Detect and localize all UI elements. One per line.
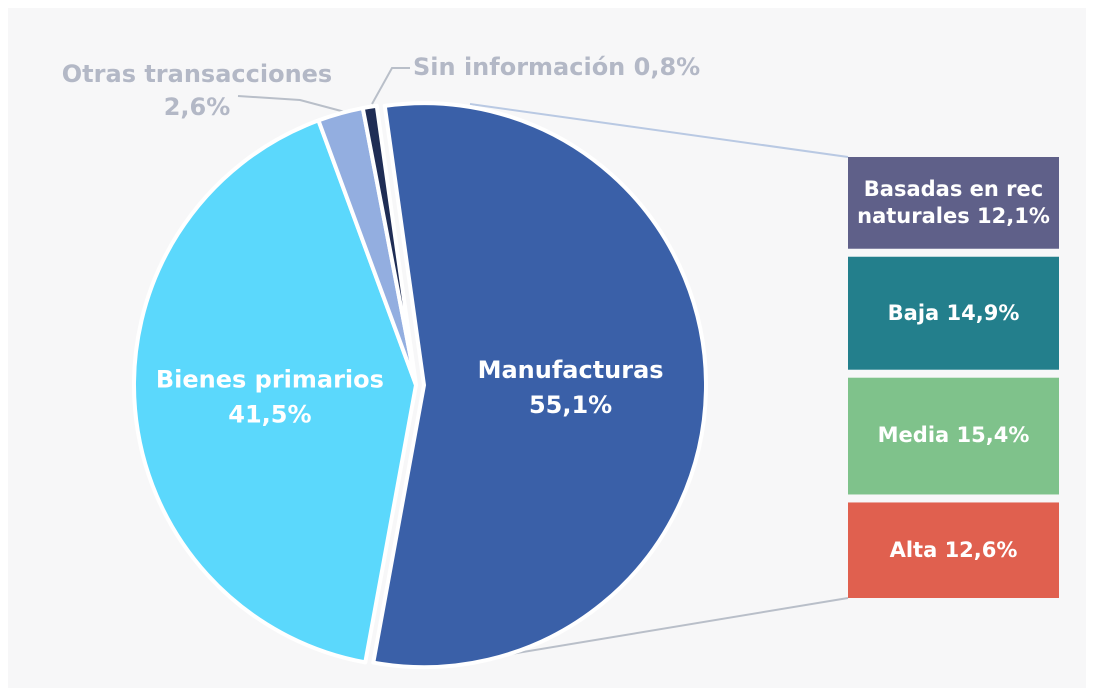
bar-value: 12,1% <box>977 203 1050 228</box>
slice-value: 2,6% <box>164 93 231 121</box>
bar-segment <box>848 502 1059 598</box>
slice-label: Otras transacciones <box>62 60 332 88</box>
bar-label-text: Media 15,4% <box>878 422 1030 449</box>
bar-label: Baja 14,9% <box>854 257 1053 370</box>
bar-value: 15,4% <box>956 423 1030 448</box>
bar-label-name: Basadas en rec naturales <box>857 176 1044 228</box>
slice-value: 41,5% <box>228 401 311 429</box>
bar-segment <box>848 157 1059 249</box>
bar-label-text: Alta 12,6% <box>890 537 1018 564</box>
pie-slice <box>132 118 418 665</box>
bar-label-name: Alta <box>889 537 938 562</box>
slice-label-name: Sin información <box>413 53 625 81</box>
pie-slice <box>371 101 708 670</box>
bar-label-name: Media <box>877 423 950 448</box>
slice-label: Bienes primarios <box>156 366 384 394</box>
slice-label: Sin información 0,8% <box>413 53 700 81</box>
bar-segment <box>848 377 1059 495</box>
bar-value: 12,6% <box>944 537 1018 562</box>
bar-value: 14,9% <box>946 300 1020 325</box>
bar-label-name: Baja <box>887 300 940 325</box>
slice-value: 55,1% <box>529 391 612 419</box>
bar-label: Media 15,4% <box>854 378 1053 495</box>
connector-line <box>469 103 849 158</box>
bar-label-text: Baja 14,9% <box>888 300 1020 327</box>
slice-value: 0,8% <box>634 53 701 81</box>
bar-label-box: Media 15,4% <box>854 378 1053 495</box>
bar-label-box: Baja 14,9% <box>854 257 1053 370</box>
bar-label-box: Basadas en rec naturales 12,1% <box>854 157 1053 249</box>
bar-label-text: Basadas en rec naturales 12,1% <box>854 176 1053 231</box>
bar-label: Alta 12,6% <box>854 502 1053 598</box>
pie-slice <box>360 103 418 387</box>
connector-line <box>504 597 849 656</box>
bar-label-box: Alta 12,6% <box>854 502 1053 598</box>
leader-line <box>371 67 410 105</box>
slice-label: Manufacturas <box>478 356 664 384</box>
bar-label: Basadas en rec naturales 12,1% <box>854 157 1053 249</box>
leader-line <box>237 95 346 113</box>
bar-segment <box>848 256 1059 370</box>
